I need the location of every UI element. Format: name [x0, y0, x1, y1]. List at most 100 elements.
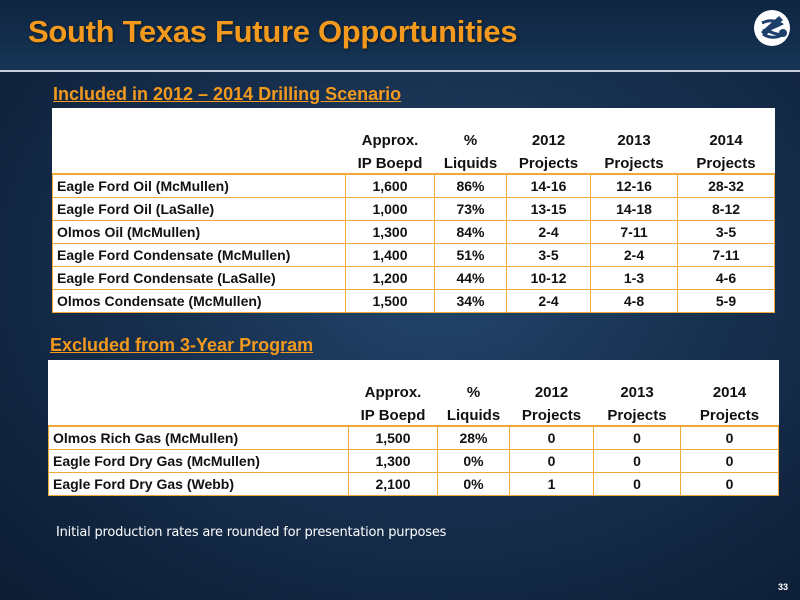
- table-cell-p2014: 8-12: [676, 197, 776, 221]
- table-cell-p2012: 0: [509, 449, 594, 473]
- table-cell-p2013: 7-11: [590, 220, 678, 244]
- row-label: Olmos Rich Gas (McMullen): [48, 425, 349, 450]
- row-label: Eagle Ford Condensate (McMullen): [52, 243, 346, 267]
- header-cell: [53, 121, 346, 150]
- header-cell: Liquids: [434, 150, 507, 175]
- header-cell: Approx.: [361, 132, 419, 149]
- row-label: Eagle Ford Condensate (LaSalle): [52, 266, 346, 290]
- table-cell-liquids: 44%: [434, 266, 507, 290]
- table-cell-liquids: 73%: [434, 197, 507, 221]
- table-row: Eagle Ford Dry Gas (McMullen) 1,300 0% 0 0 0: [48, 449, 780, 473]
- page-number: 33: [777, 582, 788, 592]
- table-cell-liquids: 0%: [437, 472, 510, 496]
- table-cell-p2012: 10-12: [506, 266, 591, 290]
- page-title: South Texas Future Opportunities: [28, 14, 518, 49]
- table-cell-p2012: 13-15: [506, 197, 591, 221]
- table-cell-ip: 1,600: [345, 173, 435, 198]
- company-logo-icon: [754, 10, 790, 46]
- header-cell: [49, 373, 349, 402]
- table-cell-ip: 1,000: [345, 197, 435, 221]
- header-cell: [48, 402, 349, 427]
- row-label: Eagle Ford Oil (McMullen): [52, 173, 346, 198]
- table-cell-ip: 1,500: [348, 425, 438, 450]
- table-cell-ip: 1,300: [348, 449, 438, 473]
- header-cell: Projects: [590, 150, 678, 175]
- header-cell: 2013: [617, 132, 651, 149]
- table-cell-p2013: 0: [593, 425, 681, 450]
- header-cell: IP Boepd: [348, 402, 438, 427]
- table-cell-p2012: 2-4: [506, 289, 591, 313]
- table-cell-p2012: 2-4: [506, 220, 591, 244]
- header-spacer: [53, 108, 775, 121]
- table-cell-ip: 1,400: [345, 243, 435, 267]
- table-cell-p2013: 4-8: [590, 289, 678, 313]
- header-cell: %: [463, 132, 478, 149]
- table-row: Eagle Ford Condensate (LaSalle) 1,200 44% 1…: [52, 266, 776, 290]
- table-cell-p2014: 28-32: [676, 173, 776, 198]
- footnote: Initial production rates are rounded for…: [56, 525, 447, 540]
- table-cell-p2014: 7-11: [676, 243, 776, 267]
- table-cell-p2012: 14-16: [506, 173, 591, 198]
- table-cell-ip: 1,500: [345, 289, 435, 313]
- header-spacer: [49, 360, 779, 373]
- table-row: Olmos Condensate (McMullen) 1,500 34% 2-4 4-…: [52, 289, 776, 313]
- row-label: Eagle Ford Oil (LaSalle): [52, 197, 346, 221]
- header-row-2: IP Boepd Liquids Projects Projects Proje…: [48, 402, 779, 427]
- table-cell-p2014: 0: [679, 472, 780, 496]
- header-row-1: Approx. % 2012 2013 2014: [53, 121, 775, 150]
- header-cell: Projects: [509, 402, 594, 427]
- header-cell: 2014: [712, 384, 747, 401]
- table-cell-p2013: 0: [593, 449, 681, 473]
- header-cell: 2013: [620, 384, 654, 401]
- table-cell-p2014: 4-6: [676, 266, 776, 290]
- header-cell: Approx.: [364, 384, 422, 401]
- excluded-section-title: Excluded from 3-Year Program: [50, 335, 314, 355]
- header-cell: [52, 150, 346, 175]
- table-cell-p2013: 14-18: [590, 197, 678, 221]
- header-cell: Projects: [677, 150, 775, 175]
- header-cell: Projects: [506, 150, 591, 175]
- table-cell-ip: 1,300: [345, 220, 435, 244]
- included-section-title: Included in 2012 – 2014 Drilling Scenari…: [53, 84, 402, 104]
- header-cell: %: [466, 384, 481, 401]
- table-cell-p2014: 5-9: [676, 289, 776, 313]
- table-cell-liquids: 28%: [437, 425, 510, 450]
- table-cell-liquids: 84%: [434, 220, 507, 244]
- header-cell: 2014: [709, 132, 743, 149]
- row-label: Olmos Condensate (McMullen): [52, 289, 346, 313]
- table-row: Eagle Ford Oil (McMullen) 1,600 86% 14-16 12…: [52, 173, 776, 198]
- row-label: Eagle Ford Dry Gas (McMullen): [48, 449, 349, 473]
- header-cell: 2012: [534, 384, 569, 401]
- header-row-2: IP Boepd Liquids Projects Projects Proje…: [52, 150, 775, 175]
- table-row: Eagle Ford Condensate (McMullen) 1,400 51%…: [52, 243, 776, 267]
- table-cell-p2012: 3-5: [506, 243, 591, 267]
- header-cell: Projects: [593, 402, 681, 427]
- table-cell-p2013: 12-16: [590, 173, 678, 198]
- table-cell-ip: 2,100: [348, 472, 438, 496]
- header-rule: [0, 70, 800, 72]
- table-cell-liquids: 34%: [434, 289, 507, 313]
- table-cell-p2013: 0: [593, 472, 681, 496]
- header-cell: Projects: [680, 402, 779, 427]
- row-label: Olmos Oil (McMullen): [52, 220, 346, 244]
- table-cell-p2013: 2-4: [590, 243, 678, 267]
- table-row: Olmos Rich Gas (McMullen) 1,500 28% 0 0 0: [48, 425, 780, 450]
- table-row: Olmos Oil (McMullen) 1,300 84% 2-4 7-11 3-5: [52, 220, 776, 244]
- header-band: [0, 0, 800, 70]
- table-cell-p2012: 0: [509, 425, 594, 450]
- table-row: Eagle Ford Dry Gas (Webb) 2,100 0% 1 0 0: [48, 472, 780, 496]
- row-label: Eagle Ford Dry Gas (Webb): [48, 472, 349, 496]
- table-cell-p2012: 1: [509, 472, 594, 496]
- table-row: Eagle Ford Oil (LaSalle) 1,000 73% 13-15 14-…: [52, 197, 776, 221]
- table-cell-p2014: 0: [679, 425, 780, 450]
- table-cell-p2013: 1-3: [590, 266, 678, 290]
- table-cell-p2014: 3-5: [676, 220, 776, 244]
- header-cell: IP Boepd: [345, 150, 435, 175]
- table-cell-ip: 1,200: [345, 266, 435, 290]
- header-row-1: Approx. % 2012 2013 2014: [49, 373, 779, 402]
- excluded-projects-table: Approx. % 2012 2013 2014 IP Boepd Liquid…: [48, 360, 780, 496]
- table-cell-liquids: 51%: [434, 243, 507, 267]
- table-cell-liquids: 86%: [434, 173, 507, 198]
- header-cell: Liquids: [437, 402, 510, 427]
- table-cell-p2014: 0: [679, 449, 780, 473]
